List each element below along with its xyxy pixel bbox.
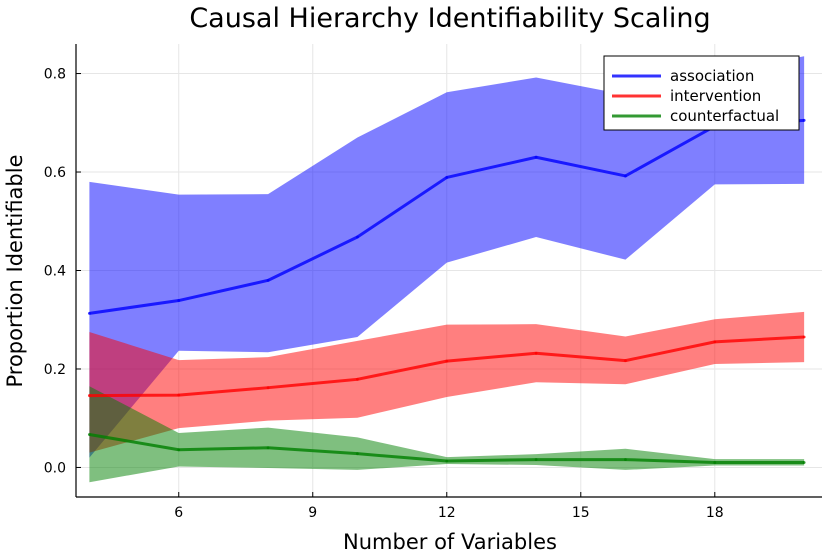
- data-point-association: [356, 235, 359, 239]
- data-point-intervention: [534, 351, 538, 355]
- y-tick-label: 0.2: [44, 362, 66, 378]
- legend-box: [603, 55, 800, 131]
- data-point-association: [534, 155, 538, 159]
- data-point-association: [177, 299, 181, 302]
- data-point-counterfactual: [266, 446, 270, 450]
- y-tick-label: 0.8: [44, 67, 66, 83]
- confidence-band-association: [89, 56, 805, 458]
- y-tick-label: 0.0: [44, 460, 66, 476]
- line-layer: [88, 118, 806, 465]
- x-tick-label: 15: [572, 505, 590, 521]
- data-point-counterfactual: [624, 458, 627, 461]
- legend-label-counterfactual: counterfactual: [670, 107, 779, 125]
- x-tick-label: 9: [308, 505, 317, 521]
- data-point-association: [266, 278, 270, 282]
- data-point-counterfactual: [802, 461, 806, 464]
- tick-layer: 6 9 12 15 18 0.0 0.2 0.4 0.6 0.8: [44, 67, 724, 521]
- data-point-intervention: [624, 359, 627, 363]
- x-axis-title: Number of Variables: [343, 530, 557, 554]
- data-point-intervention: [802, 335, 806, 339]
- data-point-counterfactual: [534, 458, 538, 461]
- data-point-intervention: [177, 393, 181, 397]
- data-point-association: [445, 176, 449, 179]
- chart-title: Causal Hierarchy Identifiability Scaling: [189, 3, 710, 34]
- y-axis-title: Proportion Identifiable: [3, 154, 27, 387]
- y-tick-label: 0.6: [44, 165, 66, 181]
- data-point-association: [88, 311, 91, 315]
- x-tick-label: 18: [706, 505, 724, 521]
- data-point-intervention: [88, 394, 91, 397]
- data-point-association: [624, 174, 627, 178]
- x-tick-label: 12: [438, 505, 456, 521]
- data-point-intervention: [445, 359, 449, 363]
- data-point-counterfactual: [88, 433, 91, 436]
- data-point-counterfactual: [356, 452, 359, 456]
- legend-label-intervention: intervention: [670, 87, 761, 105]
- data-point-intervention: [356, 377, 359, 381]
- data-point-counterfactual: [713, 461, 717, 464]
- data-point-counterfactual: [445, 459, 449, 463]
- data-point-counterfactual: [177, 448, 181, 452]
- legend: association intervention counterfactual: [603, 55, 800, 131]
- data-point-intervention: [266, 386, 270, 390]
- x-tick-label: 6: [174, 505, 183, 521]
- data-point-association: [802, 118, 806, 122]
- confidence-band-intervention: [89, 311, 805, 453]
- data-point-intervention: [713, 340, 717, 344]
- y-tick-label: 0.4: [44, 264, 66, 280]
- legend-label-association: association: [670, 67, 754, 85]
